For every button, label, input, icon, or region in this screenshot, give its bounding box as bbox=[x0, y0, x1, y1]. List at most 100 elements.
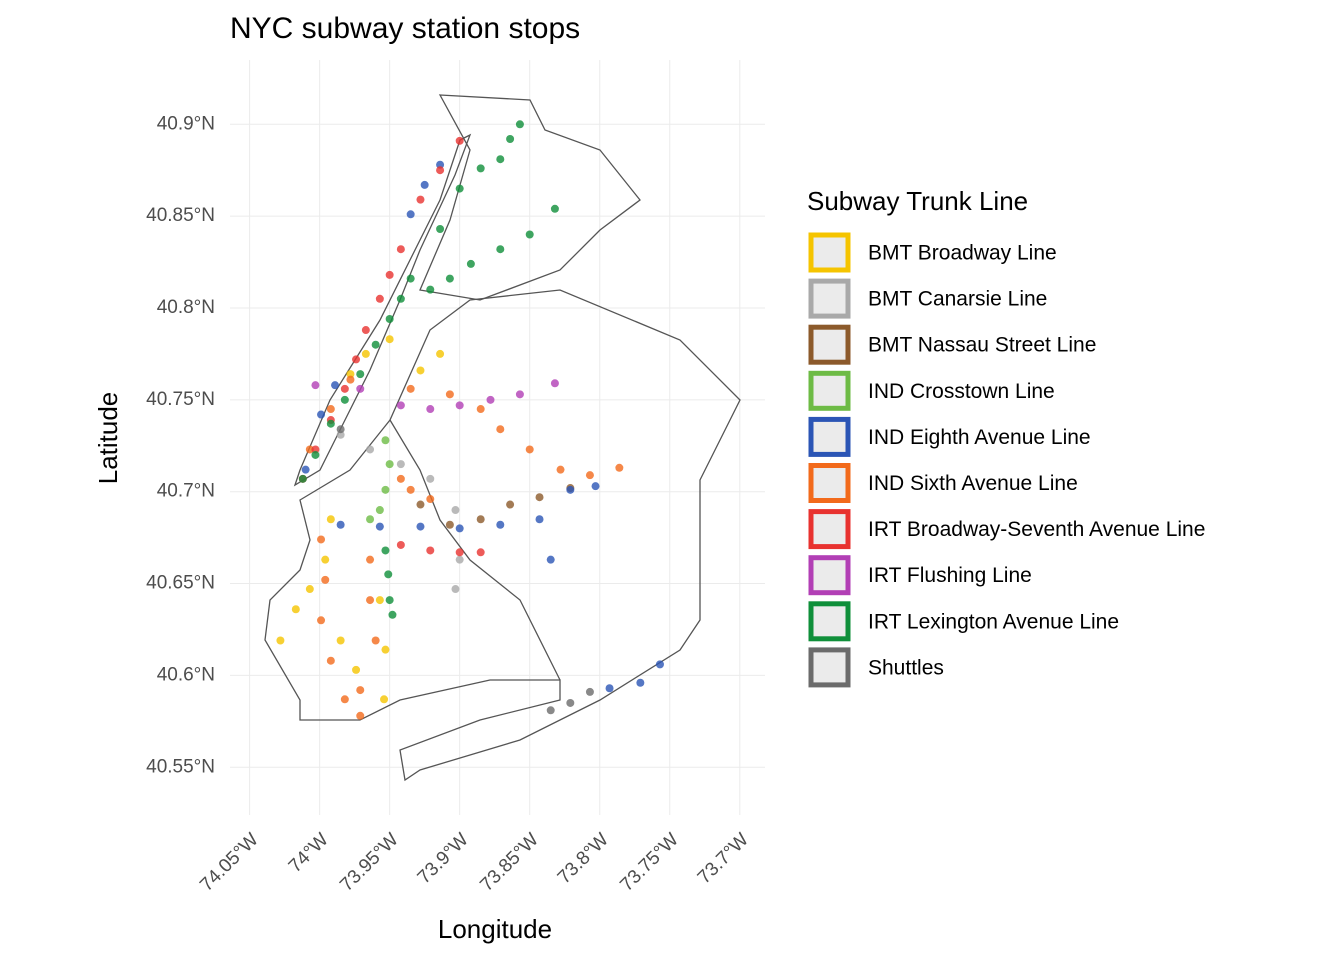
station-point bbox=[366, 515, 375, 524]
borough-boundary bbox=[389, 419, 561, 681]
x-tick-label: 73.85°W bbox=[476, 829, 543, 896]
station-point bbox=[466, 259, 475, 268]
station-point bbox=[455, 524, 464, 533]
legend: BMT Broadway Line BMT Canarsie Line BMT Na… bbox=[808, 232, 1205, 688]
station-point bbox=[317, 410, 326, 419]
station-point bbox=[515, 120, 524, 129]
station-point bbox=[311, 450, 320, 459]
station-point bbox=[298, 474, 307, 483]
x-tick-label: 73.9°W bbox=[414, 829, 473, 888]
station-point bbox=[291, 605, 300, 614]
station-point bbox=[455, 401, 464, 410]
station-point bbox=[445, 390, 454, 399]
station-point bbox=[381, 485, 390, 494]
station-point bbox=[311, 381, 320, 390]
station-point bbox=[356, 370, 365, 379]
chart-title: NYC subway station stops bbox=[230, 12, 580, 45]
station-point bbox=[366, 555, 375, 564]
legend-label: IRT Lexington Avenue Line bbox=[868, 610, 1119, 633]
x-tick-label: 73.7°W bbox=[694, 829, 753, 888]
station-point bbox=[321, 575, 330, 584]
station-point bbox=[436, 225, 445, 234]
station-point bbox=[476, 405, 485, 414]
station-point bbox=[636, 678, 645, 687]
station-point bbox=[585, 687, 594, 696]
station-point bbox=[436, 166, 445, 175]
y-tick-label: 40.85°N bbox=[146, 205, 215, 226]
station-point bbox=[426, 405, 435, 414]
station-point bbox=[506, 134, 515, 143]
station-point bbox=[615, 463, 624, 472]
y-axis-title: Latitude bbox=[93, 392, 123, 485]
station-point bbox=[361, 326, 370, 335]
station-point bbox=[396, 460, 405, 469]
legend-label: IND Crosstown Line bbox=[868, 380, 1055, 403]
station-point bbox=[311, 445, 320, 454]
station-point bbox=[396, 245, 405, 254]
legend-label: IRT Broadway-Seventh Avenue Line bbox=[868, 518, 1205, 541]
station-point bbox=[381, 436, 390, 445]
legend-key bbox=[808, 555, 851, 596]
y-tick-label: 40.75°N bbox=[146, 389, 215, 410]
legend-label: BMT Broadway Line bbox=[868, 242, 1057, 265]
legend-label: IND Sixth Avenue Line bbox=[868, 472, 1078, 495]
station-point bbox=[276, 636, 285, 645]
station-point bbox=[336, 425, 345, 434]
station-point bbox=[340, 395, 349, 404]
station-point bbox=[455, 555, 464, 564]
station-point bbox=[336, 430, 345, 439]
station-point bbox=[546, 706, 555, 715]
station-point bbox=[451, 506, 460, 515]
station-point bbox=[381, 645, 390, 654]
station-point bbox=[340, 695, 349, 704]
station-point bbox=[361, 349, 370, 358]
borough-outlines bbox=[264, 94, 741, 782]
station-point bbox=[455, 136, 464, 145]
station-point bbox=[321, 555, 330, 564]
station-point bbox=[326, 419, 335, 428]
station-point bbox=[566, 485, 575, 494]
station-point bbox=[388, 610, 397, 619]
station-point bbox=[384, 570, 393, 579]
legend-label: BMT Canarsie Line bbox=[868, 288, 1047, 311]
station-point bbox=[496, 520, 505, 529]
station-point bbox=[356, 711, 365, 720]
station-point bbox=[426, 474, 435, 483]
y-tick-label: 40.55°N bbox=[146, 756, 215, 777]
station-point bbox=[356, 686, 365, 695]
station-point bbox=[506, 500, 515, 509]
station-point bbox=[305, 445, 314, 454]
station-point bbox=[406, 274, 415, 283]
y-tick-label: 40.7°N bbox=[157, 481, 215, 502]
station-point bbox=[525, 445, 534, 454]
station-point bbox=[396, 540, 405, 549]
legend-label: BMT Nassau Street Line bbox=[868, 334, 1096, 357]
station-point bbox=[486, 395, 495, 404]
station-point bbox=[385, 460, 394, 469]
station-point bbox=[455, 548, 464, 557]
station-point bbox=[546, 555, 555, 564]
legend-key bbox=[808, 370, 851, 411]
station-point bbox=[406, 210, 415, 219]
station-point bbox=[426, 285, 435, 294]
station-point bbox=[556, 465, 565, 474]
station-point bbox=[496, 155, 505, 164]
station-point bbox=[416, 195, 425, 204]
station-point bbox=[326, 405, 335, 414]
station-point bbox=[416, 522, 425, 531]
station-point bbox=[305, 585, 314, 594]
station-point bbox=[515, 390, 524, 399]
station-point bbox=[340, 384, 349, 393]
station-point bbox=[346, 370, 355, 379]
legend-key bbox=[808, 509, 851, 550]
station-point bbox=[301, 465, 310, 474]
station-point bbox=[352, 665, 361, 674]
station-point bbox=[381, 546, 390, 555]
station-point bbox=[455, 184, 464, 193]
x-tick-label: 74.05°W bbox=[196, 829, 263, 896]
station-point bbox=[496, 245, 505, 254]
station-point bbox=[451, 585, 460, 594]
station-point bbox=[396, 401, 405, 410]
x-tick-label: 73.8°W bbox=[554, 829, 613, 888]
legend-key bbox=[808, 463, 851, 503]
